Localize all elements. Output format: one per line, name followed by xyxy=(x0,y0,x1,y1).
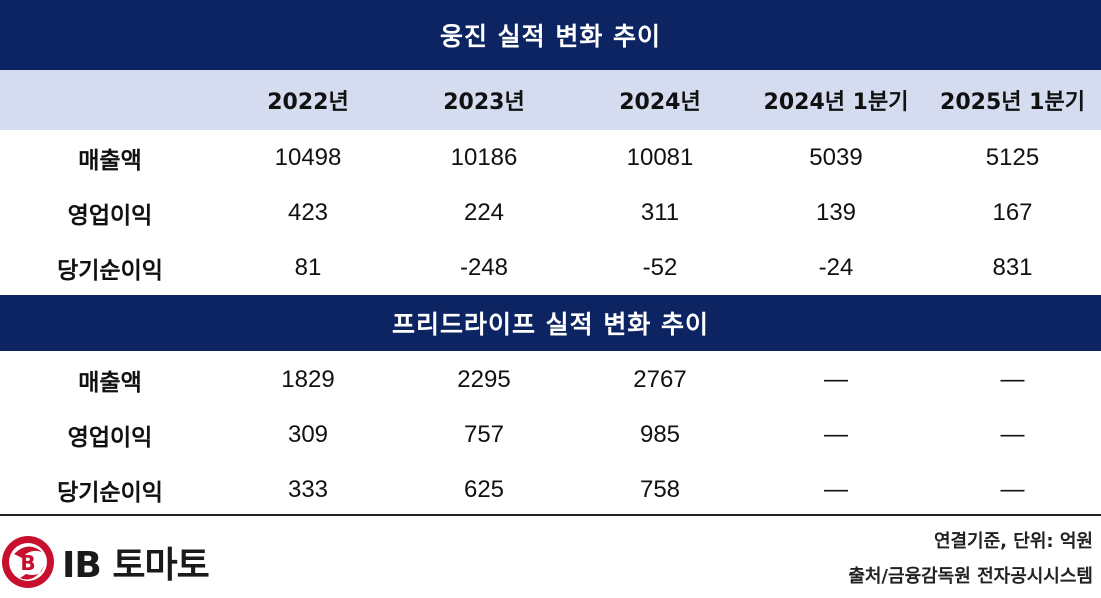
row-label: 영업이익 xyxy=(67,202,153,229)
column-header: 2024년 1분기 xyxy=(763,90,909,115)
table-row: 영업이익 423 224 311 139 167 xyxy=(0,185,1101,240)
table-cell: 10081 xyxy=(626,143,694,171)
table-cell: 831 xyxy=(992,253,1033,281)
table-cell: -24 xyxy=(818,253,854,281)
tomato-logo-icon: B xyxy=(2,536,54,588)
table-cell: 10498 xyxy=(274,143,342,171)
table-cell: 5039 xyxy=(809,143,863,171)
table-cell: 10186 xyxy=(450,143,518,171)
column-header: 2024년 xyxy=(619,90,701,115)
table-cell: 333 xyxy=(287,475,329,503)
table-cell: -248 xyxy=(459,253,509,281)
source-note: 출처/금융감독원 전자공시시스템 xyxy=(848,566,1093,587)
table-cell: 985 xyxy=(639,420,681,448)
unit-note: 연결기준, 단위: 억원 xyxy=(933,531,1093,552)
table1-title: 웅진 실적 변화 추이 xyxy=(0,0,1101,70)
table-row: 영업이익 309 757 985 — — xyxy=(0,407,1101,462)
table-cell: 167 xyxy=(992,198,1033,226)
column-header: 2022년 xyxy=(267,90,349,115)
table-cell: 423 xyxy=(287,198,329,226)
table-cell: 1829 xyxy=(281,365,335,393)
ib-tomato-logo: B IB 토마토 xyxy=(0,530,210,594)
table-cell: 81 xyxy=(294,253,322,281)
table-cell: 311 xyxy=(640,198,680,226)
table-cell: — xyxy=(1000,475,1025,503)
row-label: 매출액 xyxy=(78,369,142,396)
table-cell: — xyxy=(824,420,848,448)
row-label: 영업이익 xyxy=(67,424,153,451)
table-row: 매출액 1829 2295 2767 — — xyxy=(0,352,1101,407)
column-header: 2023년 xyxy=(443,90,525,115)
footer-divider xyxy=(0,514,1101,516)
row-label: 당기순이익 xyxy=(57,257,163,284)
svg-text:B: B xyxy=(20,551,35,575)
table-cell: — xyxy=(824,365,848,393)
row-label: 매출액 xyxy=(78,147,142,174)
table-cell: 2767 xyxy=(633,365,687,393)
row-label: 당기순이익 xyxy=(57,479,163,506)
table-cell: -52 xyxy=(642,253,678,281)
table-cell: 2295 xyxy=(457,365,511,393)
year-header-row: 2022년 2023년 2024년 2024년 1분기 2025년 1분기 xyxy=(0,70,1101,130)
table-row: 매출액 10498 10186 10081 5039 5125 xyxy=(0,130,1101,185)
table-row: 당기순이익 333 625 758 — — xyxy=(0,462,1101,517)
column-header: 2025년 1분기 xyxy=(940,90,1085,115)
table-cell: — xyxy=(824,475,848,503)
table-cell: 758 xyxy=(639,475,681,503)
table-row: 당기순이익 81 -248 -52 -24 831 xyxy=(0,240,1101,295)
table-cell: 224 xyxy=(463,198,505,226)
table-cell: 757 xyxy=(463,420,505,448)
table2-title: 프리드라이프 실적 변화 추이 xyxy=(0,295,1101,351)
table-cell: 625 xyxy=(463,475,505,503)
logo-text: IB 토마토 xyxy=(62,545,210,586)
table-cell: 309 xyxy=(287,420,329,448)
table-cell: 5125 xyxy=(985,143,1040,171)
table-cell: — xyxy=(1000,365,1025,393)
table-cell: 139 xyxy=(815,198,857,226)
table-cell: — xyxy=(1000,420,1025,448)
